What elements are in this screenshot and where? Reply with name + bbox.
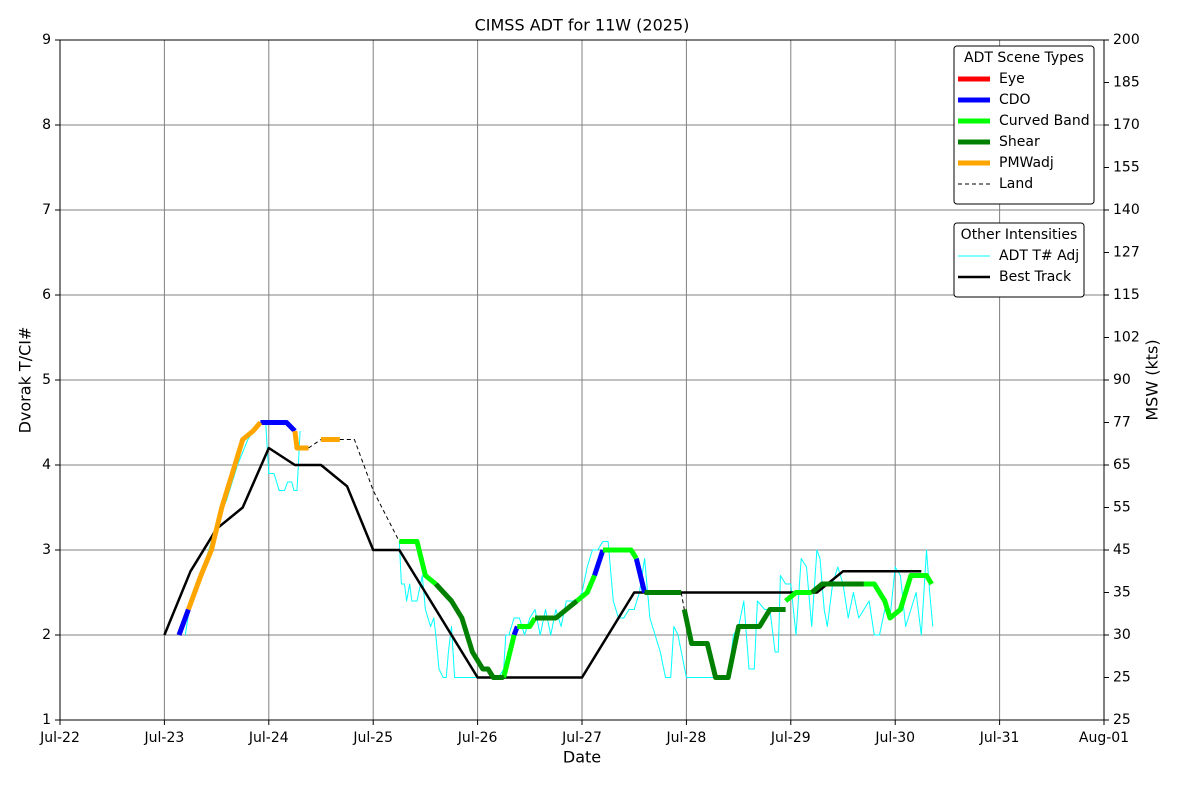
y2-tick-label: 90	[1113, 372, 1131, 388]
x-tick-label: Jul-29	[770, 730, 811, 746]
y-tick-label: 1	[42, 712, 51, 728]
chart-title: CIMSS ADT for 11W (2025)	[475, 16, 690, 35]
x-tick-label: Jul-27	[561, 730, 602, 746]
x-tick-label: Jul-23	[144, 730, 185, 746]
y-axis-label: Dvorak T/CI#	[16, 327, 35, 434]
legend-label: Land	[999, 176, 1033, 192]
x-tick-label: Jul-24	[248, 730, 289, 746]
y2-tick-label: 65	[1113, 457, 1131, 473]
y2-tick-label: 25	[1113, 712, 1131, 728]
x-tick-label: Jul-31	[979, 730, 1020, 746]
y-tick-label: 8	[42, 117, 51, 133]
data-line	[186, 420, 340, 611]
data-line	[399, 539, 934, 679]
y2-tick-label: 25	[1113, 670, 1131, 686]
plot-frame	[59, 39, 1105, 721]
legend-title: Other Intensities	[961, 227, 1078, 243]
y-tick-label: 6	[42, 287, 51, 303]
legend-label: CDO	[999, 92, 1031, 108]
data-line	[308, 439, 685, 610]
legend-label: Best Track	[999, 269, 1072, 285]
legend-label: ADT T# Adj	[999, 248, 1079, 264]
y-tick-label: 7	[42, 202, 51, 218]
x-tick-label: Aug-01	[1079, 730, 1129, 746]
y2-tick-label: 77	[1113, 415, 1131, 431]
data-line	[176, 420, 648, 636]
y2-tick-label: 55	[1113, 500, 1131, 516]
x-tick-label: Jul-26	[457, 730, 498, 746]
x-tick-label: Jul-28	[666, 730, 707, 746]
y2-tick-label: 155	[1113, 160, 1140, 176]
data-line	[433, 581, 864, 680]
y2-axis-label: MSW (kts)	[1143, 339, 1162, 420]
x-tick-label: Jul-22	[39, 730, 80, 746]
y2-tick-label: 35	[1113, 585, 1131, 601]
y-tick-label: 3	[42, 542, 51, 558]
y-tick-label: 2	[42, 627, 51, 643]
y-tick-label: 5	[42, 372, 51, 388]
x-tick-label: Jul-25	[352, 730, 393, 746]
legend-label: Curved Band	[999, 113, 1090, 129]
y2-tick-label: 170	[1113, 117, 1140, 133]
legend-label: PMWadj	[999, 155, 1054, 171]
y2-tick-label: 115	[1113, 287, 1140, 303]
y2-tick-label: 140	[1113, 202, 1140, 218]
legend-label: Shear	[999, 134, 1040, 150]
x-tick-label: Jul-30	[874, 730, 915, 746]
legend-label: Eye	[999, 71, 1025, 87]
y-tick-label: 4	[42, 457, 51, 473]
legend-box	[953, 222, 1085, 298]
y2-tick-label: 185	[1113, 75, 1140, 91]
legend-title: ADT Scene Types	[964, 50, 1084, 66]
x-axis-label: Date	[563, 748, 601, 767]
y-tick-label: 9	[42, 32, 51, 48]
y2-tick-label: 45	[1113, 542, 1131, 558]
y2-tick-label: 200	[1113, 32, 1140, 48]
y2-tick-label: 102	[1113, 330, 1140, 346]
y2-tick-label: 127	[1113, 245, 1140, 261]
y2-tick-label: 30	[1113, 627, 1131, 643]
